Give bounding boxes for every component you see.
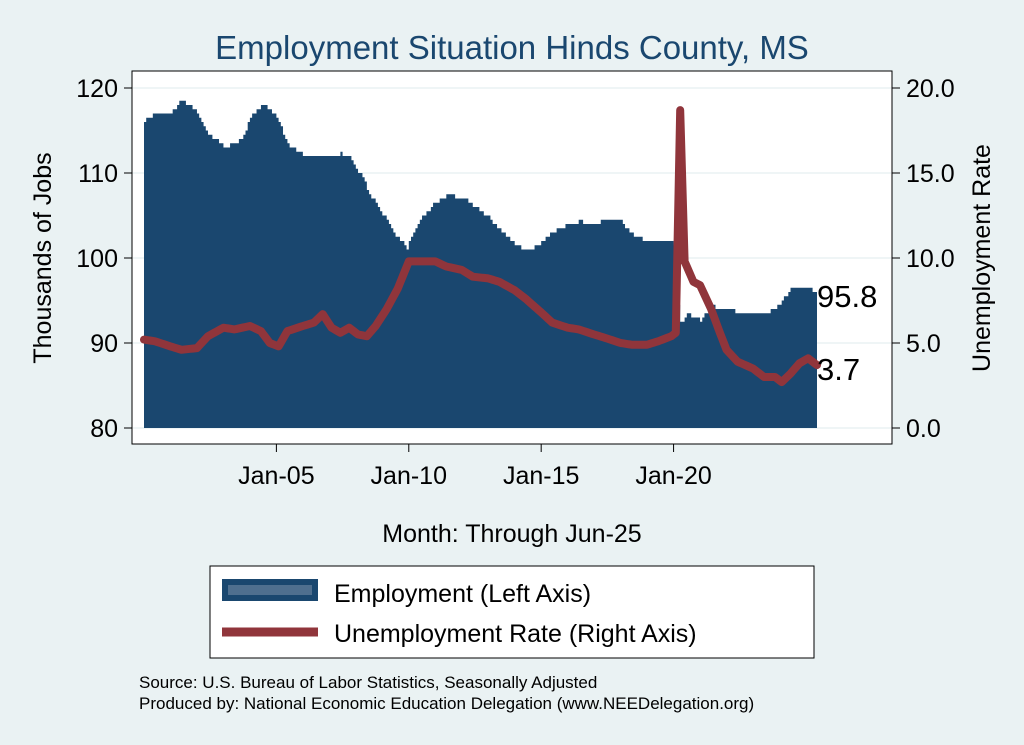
y-left-tick-label-2: 100 <box>76 245 118 273</box>
y-right-tick-label-4: 20.0 <box>906 75 955 103</box>
y-axis-right-label: Unemployment Rate <box>968 144 996 372</box>
y-left-tick-label-1: 90 <box>90 330 118 358</box>
legend: Employment (Left Axis) Unemployment Rate… <box>209 565 815 659</box>
unemployment-line-path <box>140 106 821 387</box>
legend-label-employment: Employment (Left Axis) <box>334 580 591 608</box>
axes: 80 90 100 110 120 0.0 5.0 10.0 15.0 20.0 Jan-05 Jan… <box>76 75 954 490</box>
producer-note: Produced by: National Economic Education… <box>139 694 754 713</box>
x-tick-label-0: Jan-05 <box>238 462 314 490</box>
y-right-tick-label-2: 10.0 <box>906 245 955 273</box>
y-left-tick-label-4: 120 <box>76 75 118 103</box>
unemployment-line <box>140 106 821 387</box>
legend-label-unemployment: Unemployment Rate (Right Axis) <box>334 620 697 648</box>
x-tick-label-2: Jan-15 <box>503 462 579 490</box>
y-axis-left-label: Thousands of Jobs <box>29 152 57 363</box>
unemployment-end-label: 3.7 <box>817 352 860 387</box>
y-left-tick-label-0: 80 <box>90 415 118 443</box>
y-right-tick-label-1: 5.0 <box>906 330 941 358</box>
employment-end-label: 95.8 <box>817 279 877 314</box>
chart-title: Employment Situation Hinds County, MS <box>215 29 809 66</box>
y-right-tick-label-3: 15.0 <box>906 160 955 188</box>
x-tick-label-3: Jan-20 <box>635 462 711 490</box>
y-left-tick-label-3: 110 <box>78 160 118 188</box>
y-right-tick-label-0: 0.0 <box>906 415 941 443</box>
x-tick-label-1: Jan-10 <box>371 462 447 490</box>
legend-swatch-employment-inner <box>228 585 312 595</box>
x-axis-label: Month: Through Jun-25 <box>382 520 641 548</box>
source-note: Source: U.S. Bureau of Labor Statistics,… <box>139 673 597 692</box>
